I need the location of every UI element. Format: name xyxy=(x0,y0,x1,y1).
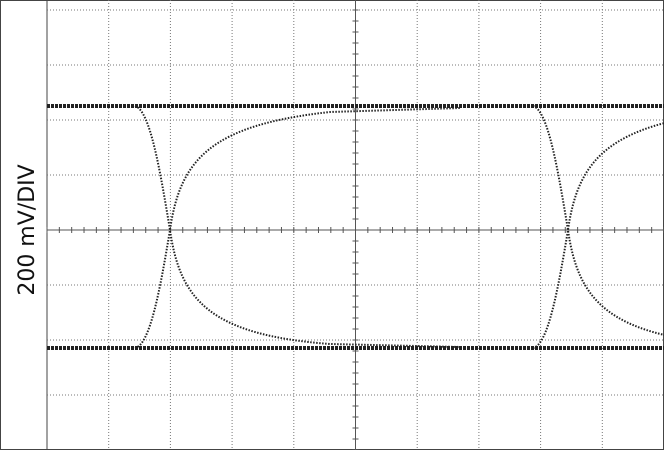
page: 200 mV/DIV (() => { const data = JSON.pa… xyxy=(0,0,664,450)
vertical-scale-label: 200 mV/DIV xyxy=(15,164,40,295)
oscilloscope-screen: 200 mV/DIV xyxy=(0,0,664,450)
